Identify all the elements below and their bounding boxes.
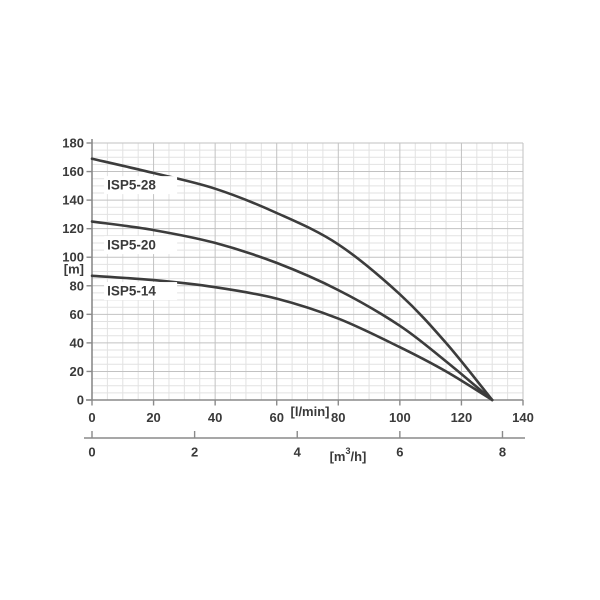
x2-tick-label-2: 2	[191, 445, 198, 460]
y-axis-unit-label: [m]	[64, 262, 84, 277]
y-tick-label-100: 100	[62, 250, 84, 265]
x2-axis-unit-m3h: [m3/h]	[330, 446, 367, 464]
x-tick-label-0: 0	[88, 410, 95, 425]
series-labels: ISP5-28 ISP5-20 ISP5-14	[104, 176, 178, 301]
series-label-isp5-14: ISP5-14	[107, 284, 156, 299]
x2-tick-label-6: 6	[396, 445, 403, 460]
curve-isp5-20	[90, 220, 494, 402]
x-tick-label-140: 140	[512, 410, 534, 425]
series-label-isp5-20: ISP5-20	[107, 238, 156, 253]
y-tick-label-160: 160	[62, 164, 84, 179]
series-label-bg-isp5-20	[104, 236, 178, 255]
x-tick-label-80: 80	[331, 410, 345, 425]
x-tick-label-40: 40	[208, 410, 222, 425]
curve-isp5-14	[90, 274, 494, 402]
y-tick-label-140: 140	[62, 193, 84, 208]
x2-tick-label-8: 8	[499, 445, 506, 460]
x-axis-unit-lmin: [l/min]	[291, 404, 330, 419]
grid	[92, 142, 524, 400]
series-label-isp5-28: ISP5-28	[107, 178, 156, 193]
x2-tick-label-0: 0	[88, 445, 95, 460]
y-tick-label-120: 120	[62, 221, 84, 236]
y-tick-label-0: 0	[77, 393, 84, 408]
y-tick-label-20: 20	[70, 364, 84, 379]
series-label-bg-isp5-28	[104, 176, 178, 195]
y-tick-label-80: 80	[70, 278, 84, 293]
x-tick-label-120: 120	[451, 410, 473, 425]
curve-isp5-28	[90, 157, 494, 402]
x-tick-label-20: 20	[146, 410, 160, 425]
series-label-bg-isp5-14	[104, 282, 178, 301]
x-tick-label-100: 100	[389, 410, 411, 425]
curves	[90, 157, 494, 402]
x2-tick-label-4: 4	[294, 445, 302, 460]
y-tick-label-60: 60	[70, 307, 84, 322]
x-tick-label-60: 60	[269, 410, 283, 425]
y-tick-label-40: 40	[70, 335, 84, 350]
y-tick-label-180: 180	[62, 136, 84, 151]
